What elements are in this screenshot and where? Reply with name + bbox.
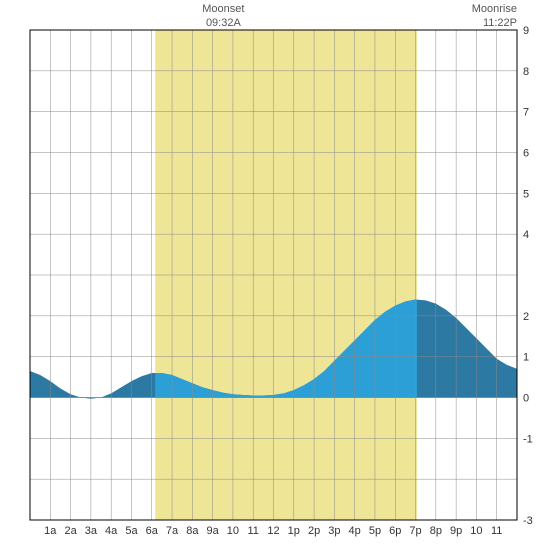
annotation-title: Moonset: [193, 2, 253, 16]
x-tick-label: 9a: [207, 525, 220, 537]
x-tick-label: 6a: [146, 525, 159, 537]
y-tick-label: 2: [523, 311, 529, 323]
y-tick-label: 5: [523, 188, 529, 200]
y-tick-label: 0: [523, 393, 529, 405]
x-tick-label: 10: [227, 525, 239, 537]
x-tick-label: 7a: [166, 525, 179, 537]
x-tick-label: 4p: [349, 525, 361, 537]
annotation-value: 11:22P: [472, 16, 517, 30]
x-tick-label: 8a: [186, 525, 199, 537]
x-tick-label: 1a: [44, 525, 57, 537]
x-tick-label: 2a: [64, 525, 77, 537]
y-tick-label: 8: [523, 66, 529, 78]
x-tick-label: 9p: [450, 525, 462, 537]
x-tick-label: 8p: [430, 525, 442, 537]
x-tick-label: 1p: [288, 525, 300, 537]
x-tick-label: 12: [267, 525, 279, 537]
y-tick-label: 1: [523, 352, 529, 364]
tide-chart: -3-10124567891a2a3a4a5a6a7a8a9a1011121p2…: [0, 0, 550, 550]
chart-svg: -3-10124567891a2a3a4a5a6a7a8a9a1011121p2…: [0, 0, 550, 550]
moonrise-annotation: Moonrise11:22P: [472, 2, 517, 31]
x-tick-label: 11: [491, 525, 502, 537]
moonset-annotation: Moonset09:32A: [193, 2, 253, 31]
y-tick-label: 6: [523, 148, 529, 160]
annotation-value: 09:32A: [193, 16, 253, 30]
x-tick-label: 5p: [369, 525, 381, 537]
annotation-title: Moonrise: [472, 2, 517, 16]
x-tick-label: 3a: [85, 525, 98, 537]
x-tick-label: 6p: [389, 525, 401, 537]
x-tick-label: 2p: [308, 525, 320, 537]
x-tick-label: 3p: [328, 525, 340, 537]
x-tick-label: 7p: [409, 525, 421, 537]
y-tick-label: 9: [523, 25, 529, 37]
x-tick-label: 10: [470, 525, 482, 537]
y-tick-label: -1: [523, 433, 533, 445]
y-tick-label: 4: [523, 229, 529, 241]
x-tick-label: 4a: [105, 525, 118, 537]
y-tick-label: 7: [523, 107, 529, 119]
x-tick-label: 5a: [125, 525, 138, 537]
y-tick-label: -3: [523, 515, 533, 527]
x-tick-label: 11: [247, 525, 258, 537]
